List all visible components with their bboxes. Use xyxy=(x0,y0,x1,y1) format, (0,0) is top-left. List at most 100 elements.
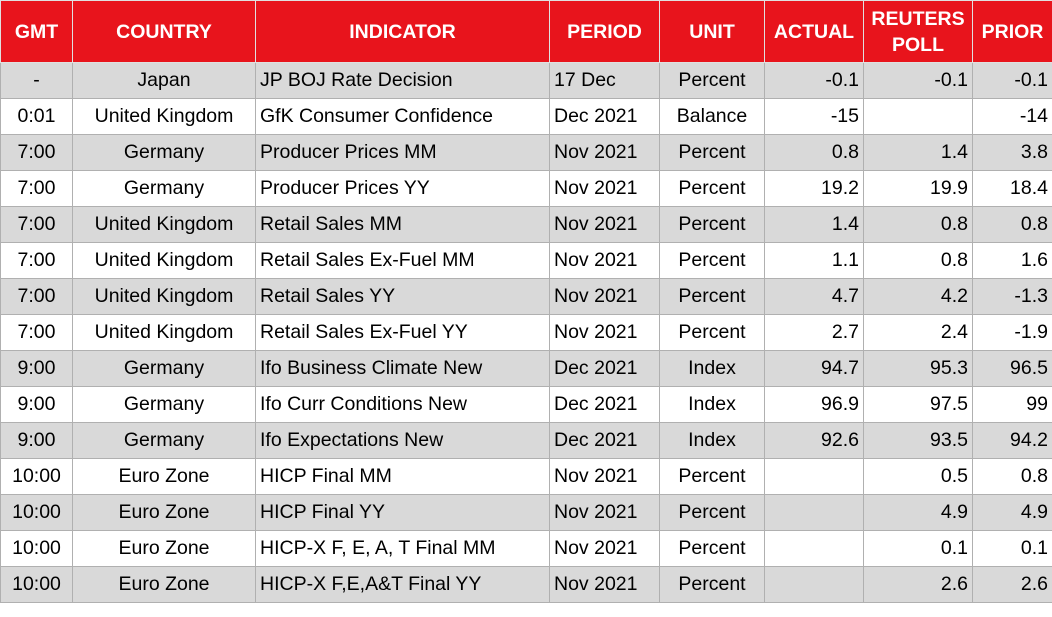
prior-cell: 3.8 xyxy=(972,134,1052,171)
period-cell: Nov 2021 xyxy=(549,206,660,243)
period-cell: Dec 2021 xyxy=(549,98,660,135)
reuters-poll-cell: 4.2 xyxy=(863,278,973,315)
table-row: 7:00 United Kingdom Retail Sales YY Nov 202… xyxy=(0,278,1052,315)
country-cell: Euro Zone xyxy=(72,530,256,567)
header-cell: PRIOR xyxy=(972,0,1052,63)
table-row: 0:01 United Kingdom GfK Consumer Confidenc… xyxy=(0,98,1052,135)
unit-cell: Percent xyxy=(659,170,765,207)
country-cell: Germany xyxy=(72,134,256,171)
gmt-cell: 0:01 xyxy=(0,98,73,135)
unit-cell: Percent xyxy=(659,62,765,99)
reuters-poll-cell: 0.8 xyxy=(863,242,973,279)
reuters-poll-cell: 0.8 xyxy=(863,206,973,243)
unit-cell: Percent xyxy=(659,494,765,531)
unit-cell: Percent xyxy=(659,278,765,315)
unit-cell: Percent xyxy=(659,314,765,351)
indicator-cell: JP BOJ Rate Decision xyxy=(255,62,550,99)
period-cell: Dec 2021 xyxy=(549,386,660,423)
header-cell: UNIT xyxy=(659,0,765,63)
unit-cell: Percent xyxy=(659,134,765,171)
table-row: - Japan JP BOJ Rate Decision 17 Dec Percent -… xyxy=(0,62,1052,99)
gmt-cell: 7:00 xyxy=(0,242,73,279)
gmt-cell: 9:00 xyxy=(0,422,73,459)
table-row: 9:00 Germany Ifo Expectations New Dec 2021 I… xyxy=(0,422,1052,459)
period-cell: Dec 2021 xyxy=(549,350,660,387)
prior-cell: 0.8 xyxy=(972,206,1052,243)
actual-cell: -15 xyxy=(764,98,864,135)
gmt-cell: 10:00 xyxy=(0,566,73,603)
country-cell: Japan xyxy=(72,62,256,99)
country-cell: United Kingdom xyxy=(72,278,256,315)
country-cell: Germany xyxy=(72,386,256,423)
indicator-cell: GfK Consumer Confidence xyxy=(255,98,550,135)
table-row: 7:00 Germany Producer Prices YY Nov 2021 Per… xyxy=(0,170,1052,207)
table-row: 10:00 Euro Zone HICP-X F, E, A, T Final MM… xyxy=(0,530,1052,567)
prior-cell: 0.8 xyxy=(972,458,1052,495)
table-row: 10:00 Euro Zone HICP Final MM Nov 2021 Perce… xyxy=(0,458,1052,495)
header-row: GMT COUNTRY INDICATOR PERIOD UNIT ACTUAL REUTE… xyxy=(0,0,1052,63)
gmt-cell: 7:00 xyxy=(0,278,73,315)
prior-cell: 96.5 xyxy=(972,350,1052,387)
period-cell: Dec 2021 xyxy=(549,422,660,459)
country-cell: Euro Zone xyxy=(72,494,256,531)
indicator-cell: Ifo Curr Conditions New xyxy=(255,386,550,423)
reuters-poll-cell: 93.5 xyxy=(863,422,973,459)
unit-cell: Index xyxy=(659,386,765,423)
unit-cell: Index xyxy=(659,422,765,459)
unit-cell: Percent xyxy=(659,530,765,567)
prior-cell: 99 xyxy=(972,386,1052,423)
gmt-cell: 10:00 xyxy=(0,530,73,567)
actual-cell: 94.7 xyxy=(764,350,864,387)
table-row: 10:00 Euro Zone HICP-X F,E,A&T Final YY Nov… xyxy=(0,566,1052,603)
reuters-poll-cell: 2.4 xyxy=(863,314,973,351)
country-cell: Euro Zone xyxy=(72,458,256,495)
indicator-cell: Ifo Business Climate New xyxy=(255,350,550,387)
country-cell: United Kingdom xyxy=(72,206,256,243)
table-row: 7:00 United Kingdom Retail Sales Ex-Fuel Y… xyxy=(0,314,1052,351)
gmt-cell: 9:00 xyxy=(0,386,73,423)
period-cell: Nov 2021 xyxy=(549,566,660,603)
period-cell: Nov 2021 xyxy=(549,314,660,351)
actual-cell: 19.2 xyxy=(764,170,864,207)
period-cell: Nov 2021 xyxy=(549,494,660,531)
gmt-cell: 7:00 xyxy=(0,314,73,351)
actual-cell: 4.7 xyxy=(764,278,864,315)
country-cell: Euro Zone xyxy=(72,566,256,603)
country-cell: Germany xyxy=(72,350,256,387)
reuters-poll-cell: 19.9 xyxy=(863,170,973,207)
table-row: 7:00 Germany Producer Prices MM Nov 2021 Per… xyxy=(0,134,1052,171)
gmt-cell: 10:00 xyxy=(0,494,73,531)
country-cell: United Kingdom xyxy=(72,314,256,351)
gmt-cell: 7:00 xyxy=(0,134,73,171)
header-cell: REUTERS POLL xyxy=(863,0,973,63)
indicator-cell: Retail Sales MM xyxy=(255,206,550,243)
unit-cell: Balance xyxy=(659,98,765,135)
table-row: 9:00 Germany Ifo Business Climate New Dec 2… xyxy=(0,350,1052,387)
reuters-poll-cell: 0.5 xyxy=(863,458,973,495)
table-row: 10:00 Euro Zone HICP Final YY Nov 2021 Perce… xyxy=(0,494,1052,531)
country-cell: United Kingdom xyxy=(72,242,256,279)
table-body: - Japan JP BOJ Rate Decision 17 Dec Percent -… xyxy=(0,62,1052,603)
prior-cell: 1.6 xyxy=(972,242,1052,279)
indicator-cell: HICP Final YY xyxy=(255,494,550,531)
indicator-cell: HICP-X F,E,A&T Final YY xyxy=(255,566,550,603)
actual-cell xyxy=(764,458,864,495)
prior-cell: 4.9 xyxy=(972,494,1052,531)
period-cell: Nov 2021 xyxy=(549,242,660,279)
actual-cell: 1.1 xyxy=(764,242,864,279)
indicator-cell: Retail Sales Ex-Fuel YY xyxy=(255,314,550,351)
calendar-table: GMT COUNTRY INDICATOR PERIOD UNIT ACTUAL REUTE… xyxy=(0,0,1052,603)
period-cell: Nov 2021 xyxy=(549,134,660,171)
header-cell: PERIOD xyxy=(549,0,660,63)
unit-cell: Percent xyxy=(659,242,765,279)
gmt-cell: 9:00 xyxy=(0,350,73,387)
prior-cell: 18.4 xyxy=(972,170,1052,207)
actual-cell: 2.7 xyxy=(764,314,864,351)
prior-cell: 2.6 xyxy=(972,566,1052,603)
table-row: 9:00 Germany Ifo Curr Conditions New Dec 20… xyxy=(0,386,1052,423)
reuters-poll-cell: 95.3 xyxy=(863,350,973,387)
gmt-cell: - xyxy=(0,62,73,99)
prior-cell: -1.3 xyxy=(972,278,1052,315)
reuters-poll-cell: 2.6 xyxy=(863,566,973,603)
actual-cell: 0.8 xyxy=(764,134,864,171)
